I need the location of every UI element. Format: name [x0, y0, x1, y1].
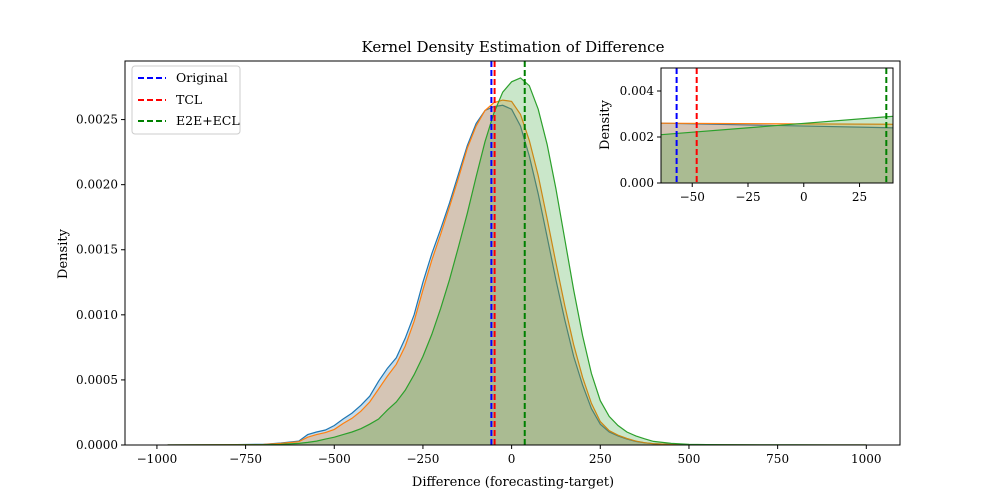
main-y-tick-label: 0.0005: [76, 373, 118, 387]
inset-area-tcl: [661, 123, 893, 183]
main-curve-e2e-ecl: [167, 77, 867, 445]
main-y-tick-label: 0.0010: [76, 308, 118, 322]
main-area-tcl: [167, 100, 867, 445]
inset-plot-frame: [660, 67, 894, 184]
inset-area-e2e-ecl: [661, 116, 893, 183]
inset-series-layer: [661, 115, 893, 183]
inset-y-axis-label: Density: [598, 99, 613, 150]
chart-title: Kernel Density Estimation of Difference: [362, 38, 665, 56]
legend: Original TCL E2E+ECL: [131, 65, 241, 135]
legend-label-tcl: TCL: [176, 92, 202, 107]
main-x-tick-label: 250: [589, 452, 612, 466]
main-plot-frame: [124, 60, 901, 446]
inset-curve-tcl: [661, 122, 893, 125]
inset-y-ticks: 0.000 0.002 0.004: [620, 84, 661, 190]
x-axis-label: Difference (forecasting-target): [412, 475, 614, 490]
main-mean-lines: [490, 61, 526, 445]
main-x-tick-label: 500: [678, 452, 701, 466]
main-y-ticks: 0.0000 0.0005 0.0010 0.0015 0.0020 0.0025: [76, 113, 125, 452]
inset-y-tick-label: 0.002: [620, 130, 654, 144]
main-x-ticks: −1000 −750 −500 −250 0 250 500 750 1000: [137, 445, 882, 466]
main-chart: Kernel Density Estimation of Difference …: [56, 38, 901, 490]
main-x-tick-label: −1000: [137, 452, 178, 466]
main-x-tick-label: 750: [766, 452, 789, 466]
inset-x-tick-label: −25: [735, 190, 760, 204]
main-area-original: [167, 105, 867, 445]
main-y-tick-label: 0.0015: [76, 243, 118, 257]
legend-label-e2e-ecl: E2E+ECL: [176, 113, 240, 128]
main-x-tick-label: 0: [508, 452, 516, 466]
main-x-tick-label: −250: [406, 452, 439, 466]
main-y-tick-label: 0.0025: [76, 113, 118, 127]
main-y-tick-label: 0.0020: [76, 178, 118, 192]
legend-frame: [131, 65, 241, 135]
y-axis-label: Density: [56, 228, 71, 279]
main-x-tick-label: 1000: [851, 452, 882, 466]
legend-label-original: Original: [176, 70, 228, 85]
inset-y-tick-label: 0.004: [620, 84, 655, 98]
inset-y-tick-label: 0.000: [620, 176, 654, 190]
inset-x-tick-label: 0: [800, 190, 808, 204]
main-x-tick-label: −500: [318, 452, 351, 466]
inset-x-ticks: −50 −25 0 25: [680, 183, 867, 204]
main-y-tick-label: 0.0000: [76, 438, 118, 452]
inset-x-tick-label: 25: [852, 190, 867, 204]
inset-area-original: [661, 123, 893, 183]
main-x-tick-label: −750: [229, 452, 262, 466]
inset-curve-e2e-ecl: [661, 115, 893, 136]
main-area-e2e-ecl: [167, 77, 867, 445]
inset-x-tick-label: −50: [680, 190, 705, 204]
inset-mean-lines: [675, 68, 888, 183]
inset-chart: −50 −25 0 25 0.000 0.002 0.004 Density: [598, 67, 894, 204]
